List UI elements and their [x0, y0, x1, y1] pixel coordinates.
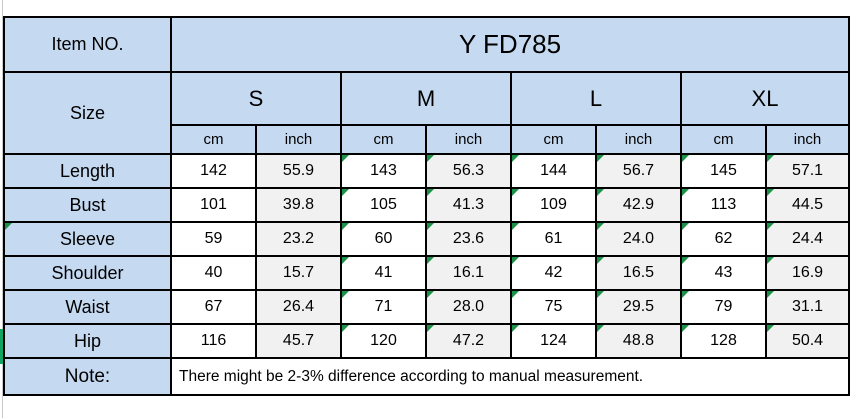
- note-section: Note: There might be 2-3% difference acc…: [3, 357, 850, 396]
- value-cell: 29.5: [595, 289, 682, 325]
- value-cell: 120: [340, 323, 427, 359]
- value-cell: 124: [510, 323, 597, 359]
- unit-header-m-inch: inch: [425, 124, 512, 155]
- value-cell: 109: [510, 187, 597, 223]
- value-cell: 23.2: [255, 221, 342, 257]
- table-row: Sleeve 59 23.2 60 23.6 61 24.0 62 24.4: [3, 221, 850, 257]
- hip-row-left-green-strip: [0, 329, 4, 364]
- value-cell: 113: [680, 187, 767, 223]
- value-cell: 55.9: [255, 153, 342, 189]
- unit-header-row: cm inch cm inch cm inch cm inch: [4, 124, 850, 155]
- value-cell: 28.0: [425, 289, 512, 325]
- unit-header-s-inch: inch: [255, 124, 342, 155]
- value-cell: 145: [680, 153, 767, 189]
- value-cell: 16.1: [425, 255, 512, 291]
- value-cell: 128: [680, 323, 767, 359]
- value-cell: 48.8: [595, 323, 682, 359]
- row-label-sleeve: Sleeve: [3, 221, 172, 257]
- row-label-bust: Bust: [3, 187, 172, 223]
- unit-header-s-cm: cm: [170, 124, 257, 155]
- note-label: Note:: [3, 357, 172, 396]
- value-cell: 56.3: [425, 153, 512, 189]
- size-chart-table: Item NO. Y FD785 Size S M L XL cm inch c…: [3, 16, 850, 396]
- value-cell: 39.8: [255, 187, 342, 223]
- item-row: Item NO. Y FD785: [3, 16, 850, 73]
- value-cell: 42: [510, 255, 597, 291]
- value-cell: 31.1: [764, 289, 850, 325]
- header-section: Item NO. Y FD785 Size S M L XL cm inch c…: [3, 16, 850, 155]
- value-cell: 47.2: [425, 323, 512, 359]
- size-header-m: M: [340, 71, 512, 126]
- row-label-shoulder: Shoulder: [3, 255, 172, 291]
- value-cell: 59: [170, 221, 257, 257]
- note-row: Note: There might be 2-3% difference acc…: [3, 357, 850, 396]
- value-cell: 41: [340, 255, 427, 291]
- value-cell: 79: [680, 289, 767, 325]
- item-no-value: Y FD785: [169, 16, 850, 73]
- table-row: Length 142 55.9 143 56.3 144 56.7 145 57.1: [3, 153, 850, 189]
- table-row: Shoulder 40 15.7 41 16.1 42 16.5 43 16.9: [3, 255, 850, 291]
- item-no-label: Item NO.: [3, 16, 172, 73]
- value-cell: 15.7: [255, 255, 342, 291]
- unit-header-xl-inch: inch: [764, 124, 850, 155]
- value-cell: 56.7: [595, 153, 682, 189]
- value-cell: 143: [340, 153, 427, 189]
- value-cell: 42.9: [595, 187, 682, 223]
- size-header-xl: XL: [679, 71, 850, 126]
- value-cell: 75: [510, 289, 597, 325]
- value-cell: 41.3: [425, 187, 512, 223]
- value-cell: 16.9: [764, 255, 850, 291]
- unit-header-m-cm: cm: [340, 124, 427, 155]
- value-cell: 116: [170, 323, 257, 359]
- table-row: Bust 101 39.8 105 41.3 109 42.9 113 44.5: [3, 187, 850, 223]
- row-label-hip: Hip: [3, 323, 172, 359]
- value-cell: 43: [680, 255, 767, 291]
- value-cell: 24.0: [595, 221, 682, 257]
- value-cell: 62: [680, 221, 767, 257]
- table-row: Waist 67 26.4 71 28.0 75 29.5 79 31.1: [3, 289, 850, 325]
- spreadsheet-gridline: [2, 0, 3, 418]
- unit-header-xl-cm: cm: [680, 124, 767, 155]
- value-cell: 44.5: [764, 187, 850, 223]
- value-cell: 45.7: [255, 323, 342, 359]
- size-header-row: Size S M L XL: [3, 71, 850, 155]
- size-label: Size: [3, 71, 172, 155]
- value-cell: 142: [170, 153, 257, 189]
- value-cell: 26.4: [255, 289, 342, 325]
- measurement-rows: Length 142 55.9 143 56.3 144 56.7 145 57.1 Bust 10…: [3, 153, 850, 359]
- value-cell: 71: [340, 289, 427, 325]
- size-header-l: L: [510, 71, 682, 126]
- value-cell: 40: [170, 255, 257, 291]
- size-header-s: S: [170, 71, 342, 126]
- value-cell: 60: [340, 221, 427, 257]
- value-cell: 105: [340, 187, 427, 223]
- value-cell: 101: [170, 187, 257, 223]
- value-cell: 16.5: [595, 255, 682, 291]
- value-cell: 24.4: [764, 221, 850, 257]
- value-cell: 50.4: [764, 323, 850, 359]
- value-cell: 61: [510, 221, 597, 257]
- table-row: Hip 116 45.7 120 47.2 124 48.8 128 50.4: [3, 323, 850, 359]
- row-label-length: Length: [3, 153, 172, 189]
- value-cell: 144: [510, 153, 597, 189]
- note-text: There might be 2-3% difference according…: [169, 357, 850, 396]
- value-cell: 23.6: [425, 221, 512, 257]
- row-label-waist: Waist: [3, 289, 172, 325]
- value-cell: 67: [170, 289, 257, 325]
- unit-header-l-cm: cm: [510, 124, 597, 155]
- unit-header-l-inch: inch: [595, 124, 682, 155]
- value-cell: 57.1: [764, 153, 850, 189]
